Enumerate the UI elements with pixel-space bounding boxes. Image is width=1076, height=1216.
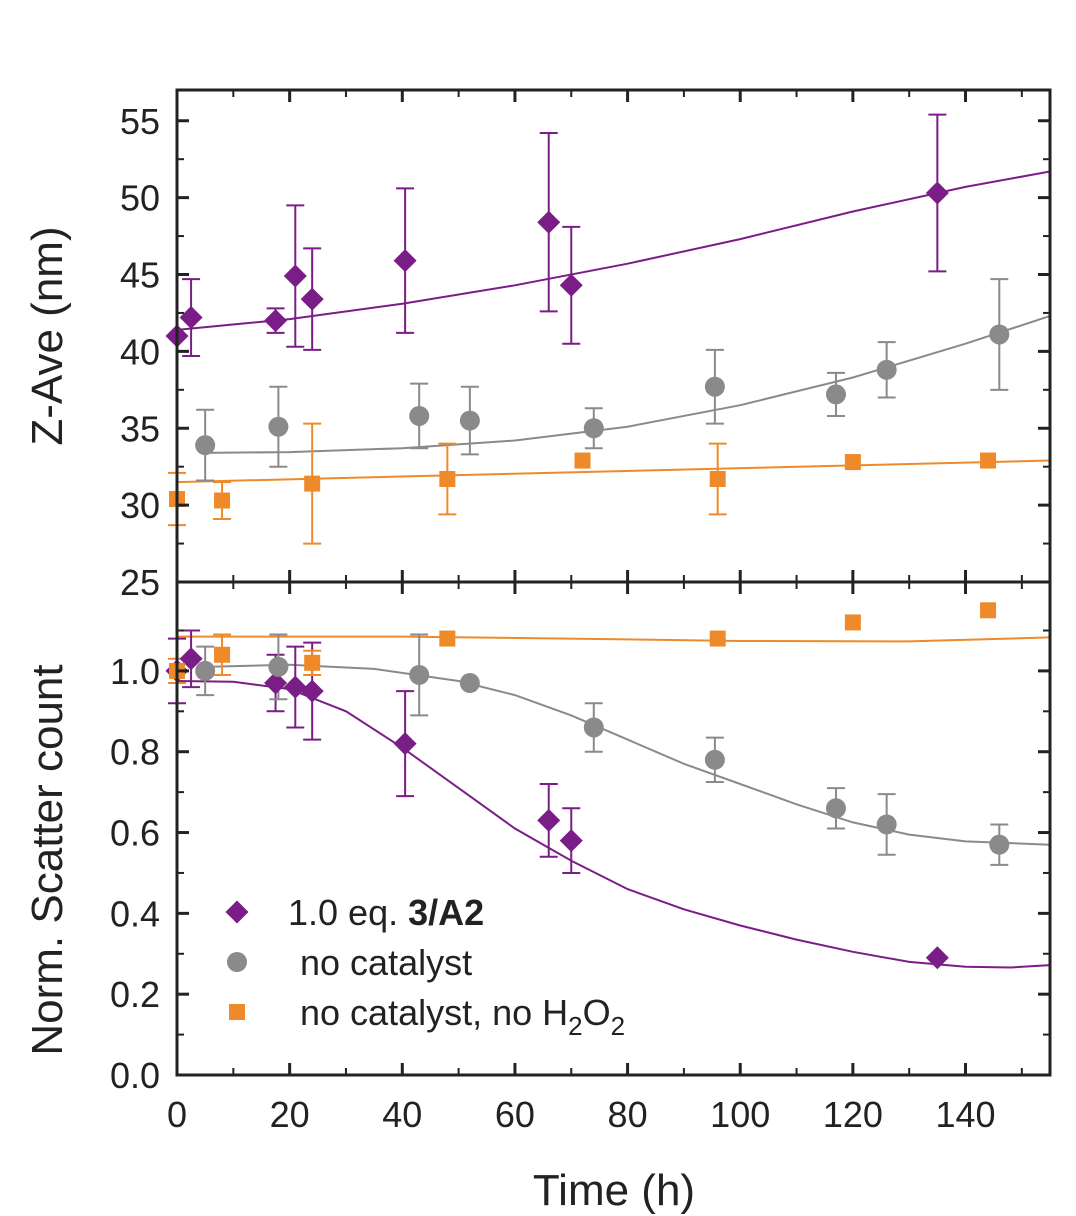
error-bars [168, 113, 1009, 874]
legend-h2o2-text-b: O [583, 992, 611, 1033]
data-point-bottom-0-5 [393, 732, 417, 756]
xtick-label-7: 140 [935, 1094, 995, 1135]
data-point-bottom-0-1 [179, 647, 203, 671]
data-point-bottom-0-6 [537, 808, 561, 832]
data-point-top-1-5 [704, 376, 725, 397]
legend-label-catalyst-bold: 3/A2 [408, 892, 484, 933]
legend-markers [225, 900, 249, 1020]
data-point-bottom-2-6 [980, 602, 997, 619]
data-point-top-0-6 [537, 210, 561, 234]
data-point-top-2-6 [844, 454, 861, 471]
legend: 1.0 eq. 3/A2 no catalyst no catalyst, no… [225, 892, 625, 1041]
ytick-label-bottom-4: 0.8 [110, 732, 160, 773]
xtick-label-4: 80 [608, 1094, 648, 1135]
ytick-label-top-6: 55 [120, 101, 160, 142]
data-point-top-2-4 [574, 452, 591, 469]
bottom-y-tick-labels: 0.0 0.2 0.4 0.6 0.8 1.0 [110, 651, 160, 1096]
data-point-bottom-2-1 [214, 646, 231, 663]
data-point-top-0-5 [393, 249, 417, 273]
x-tick-labels: 0 20 40 60 80 100 120 140 [167, 1094, 996, 1135]
data-point-top-1-7 [876, 359, 897, 380]
fit-curves [177, 170, 1050, 969]
ytick-label-top-5: 50 [120, 178, 160, 219]
bottom-y-axis-title: Norm. Scatter count [23, 664, 72, 1055]
data-point-bottom-1-0 [195, 660, 216, 681]
data-point-top-2-3 [439, 470, 456, 487]
data-point-top-2-5 [709, 470, 726, 487]
top-panel-frame [175, 88, 1052, 584]
data-point-top-0-7 [559, 273, 583, 297]
data-point-top-2-2 [304, 475, 321, 492]
data-point-top-0-8 [925, 181, 949, 205]
data-point-top-0-1 [179, 306, 203, 330]
data-point-bottom-1-1 [268, 656, 289, 677]
xtick-label-3: 60 [495, 1094, 535, 1135]
data-point-bottom-1-2 [409, 664, 430, 685]
x-axis-title: Time (h) [533, 1166, 695, 1215]
ytick-label-top-2: 35 [120, 408, 160, 449]
data-point-top-2-7 [980, 452, 997, 469]
data-point-bottom-2-5 [844, 614, 861, 631]
legend-marker-0 [225, 900, 249, 924]
data-point-bottom-1-7 [876, 814, 897, 835]
legend-label-no-catalyst: no catalyst [300, 942, 472, 983]
data-point-top-1-3 [459, 410, 480, 431]
fit-line-bottom-2 [177, 635, 1050, 643]
xtick-label-5: 100 [710, 1094, 770, 1135]
data-point-bottom-0-7 [559, 829, 583, 853]
bottom-panel-frame [175, 580, 1052, 1077]
xtick-label-0: 0 [167, 1094, 187, 1135]
data-point-bottom-2-3 [439, 630, 456, 647]
top-y-tick-labels: 25 30 35 40 45 50 55 [120, 101, 160, 603]
legend-label-catalyst-prefix: 1.0 eq. [288, 892, 408, 933]
data-point-bottom-1-8 [989, 834, 1010, 855]
data-point-top-1-1 [268, 416, 289, 437]
data-point-top-2-1 [214, 492, 231, 509]
data-point-top-1-8 [989, 324, 1010, 345]
fit-line-bottom-0 [177, 680, 1050, 969]
data-point-top-1-0 [195, 435, 216, 456]
data-point-bottom-2-4 [709, 630, 726, 647]
xtick-label-2: 40 [382, 1094, 422, 1135]
ytick-label-bottom-3: 0.6 [110, 813, 160, 854]
ytick-label-top-4: 45 [120, 255, 160, 296]
data-point-top-1-2 [409, 405, 430, 426]
data-point-top-0-2 [264, 309, 288, 333]
ytick-label-top-0: 25 [120, 562, 160, 603]
data-point-top-1-4 [583, 418, 604, 439]
fit-line-bottom-1 [205, 663, 1050, 846]
data-point-bottom-0-4 [300, 679, 324, 703]
xtick-label-1: 20 [270, 1094, 310, 1135]
data-point-top-0-4 [300, 287, 324, 311]
top-y-axis-title: Z-Ave (nm) [23, 226, 72, 445]
data-point-bottom-2-2 [304, 654, 321, 671]
data-point-bottom-1-3 [459, 673, 480, 694]
ytick-label-top-1: 30 [120, 485, 160, 526]
data-point-top-1-6 [825, 384, 846, 405]
data-point-bottom-1-5 [704, 749, 725, 770]
legend-marker-1 [227, 952, 247, 972]
data-point-top-0-3 [283, 264, 307, 288]
ytick-label-bottom-2: 0.4 [110, 893, 160, 934]
legend-h2o2-text-a: no catalyst, no H [300, 992, 568, 1033]
data-point-bottom-1-6 [825, 798, 846, 819]
ytick-label-bottom-5: 1.0 [110, 651, 160, 692]
legend-h2o2-sub1: 2 [568, 1011, 582, 1041]
ytick-label-top-3: 40 [120, 331, 160, 372]
data-point-bottom-0-3 [283, 675, 307, 699]
ytick-label-bottom-1: 0.2 [110, 974, 160, 1015]
xtick-label-6: 120 [823, 1094, 883, 1135]
data-point-bottom-0-2 [264, 671, 288, 695]
data-point-bottom-0-8 [925, 946, 949, 970]
data-markers [165, 181, 1010, 970]
legend-h2o2-sub2: 2 [611, 1011, 625, 1041]
data-point-bottom-1-4 [583, 717, 604, 738]
legend-marker-2 [229, 1004, 245, 1020]
fit-line-top-2 [177, 459, 1050, 484]
legend-label-no-catalyst-no-h2o2: no catalyst, no H2O2 [300, 992, 625, 1041]
legend-label-catalyst: 1.0 eq. 3/A2 [288, 892, 484, 933]
ytick-label-bottom-0: 0.0 [110, 1055, 160, 1096]
fit-line-top-1 [205, 315, 1050, 454]
